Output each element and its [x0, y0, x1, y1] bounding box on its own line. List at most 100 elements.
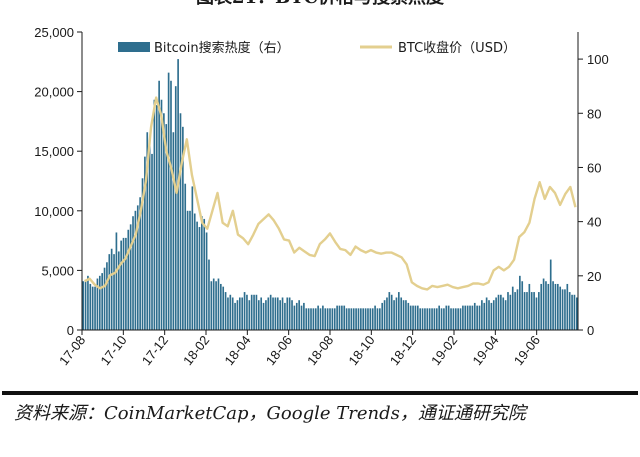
bar	[341, 305, 343, 330]
right-tick-label: 0	[587, 323, 594, 338]
bar	[98, 275, 101, 330]
chart-title: 图表21：BTC价格与搜索热度	[196, 0, 445, 8]
bar	[160, 99, 163, 330]
bar	[136, 205, 139, 330]
bar	[210, 281, 213, 330]
bar	[284, 302, 286, 330]
btc-chart: 图表21：BTC价格与搜索热度 0 5,000 10,000 15,000 20,000…	[2, 0, 638, 395]
bar	[450, 308, 452, 330]
bar	[374, 305, 376, 330]
bar	[201, 216, 203, 330]
x-tick-label: 19-02	[428, 333, 460, 368]
bar	[317, 305, 319, 330]
bar	[481, 300, 483, 330]
bar	[241, 297, 244, 330]
bar	[267, 297, 270, 330]
bar	[386, 297, 388, 330]
bar	[357, 308, 360, 330]
bar	[466, 305, 469, 330]
bar	[312, 308, 315, 330]
bar	[545, 281, 547, 330]
bar	[146, 132, 149, 330]
bar	[205, 232, 208, 330]
bar	[483, 302, 486, 330]
bar	[414, 305, 417, 330]
bar	[110, 248, 113, 330]
bar	[260, 297, 263, 330]
bar	[222, 286, 225, 330]
bar	[103, 267, 106, 330]
bar	[94, 286, 96, 330]
bar	[108, 254, 111, 330]
bar	[127, 229, 130, 330]
search-heat-bars	[82, 59, 578, 331]
legend-bar-swatch	[118, 42, 150, 52]
bar	[291, 300, 293, 330]
bar	[469, 305, 471, 330]
left-tick-label: 15,000	[34, 144, 74, 159]
bar	[215, 281, 217, 330]
bar	[151, 153, 153, 330]
bar	[431, 308, 433, 330]
bar	[113, 254, 115, 330]
bar	[523, 292, 526, 330]
bar	[300, 305, 303, 330]
btc-price-line	[84, 96, 577, 291]
bar	[170, 80, 172, 330]
bar	[561, 289, 564, 330]
bar	[191, 186, 194, 330]
bar	[276, 297, 279, 330]
bar	[179, 113, 182, 331]
bar	[395, 297, 398, 330]
bar	[438, 305, 440, 330]
bar	[91, 286, 94, 330]
bar	[348, 308, 350, 330]
bar	[350, 308, 353, 330]
bar	[165, 124, 168, 330]
bar	[540, 283, 543, 330]
bar	[575, 297, 578, 330]
bar	[367, 308, 369, 330]
bar	[533, 292, 535, 330]
bar	[433, 308, 436, 330]
bar	[538, 292, 540, 330]
bar	[305, 308, 308, 330]
bar	[362, 308, 365, 330]
bar	[196, 221, 198, 330]
bar	[511, 286, 514, 330]
bar	[421, 308, 424, 330]
bar	[504, 300, 507, 330]
right-tick-label: 60	[587, 160, 601, 175]
bar	[322, 305, 324, 330]
x-tick-label: 17-08	[56, 333, 88, 368]
bar	[319, 308, 322, 330]
bar	[473, 302, 476, 330]
x-tick-label: 19-06	[511, 333, 543, 368]
bar	[82, 281, 85, 330]
bar	[526, 292, 528, 330]
bar	[542, 278, 545, 330]
legend: Bitcoin搜索热度（右） BTC收盘价（USD）	[118, 40, 516, 56]
bar	[234, 302, 236, 330]
bar	[516, 289, 519, 330]
bar	[182, 126, 184, 330]
x-tick-label: 18-04	[221, 333, 253, 368]
bar	[120, 240, 122, 330]
right-tick-label: 40	[587, 215, 601, 230]
bar	[419, 308, 422, 330]
bar	[144, 156, 146, 330]
left-tick-label: 20,000	[34, 85, 74, 100]
right-tick-label: 20	[587, 269, 601, 284]
bar	[424, 308, 426, 330]
bar	[326, 308, 329, 330]
bar	[293, 305, 296, 330]
bar	[265, 300, 267, 330]
bar	[295, 302, 298, 330]
x-tick-label: 18-06	[263, 333, 295, 368]
bar	[331, 308, 334, 330]
bar	[333, 308, 336, 330]
bar	[106, 262, 108, 330]
right-tick-label: 80	[587, 106, 601, 121]
bar	[96, 278, 99, 330]
bar	[568, 292, 571, 330]
